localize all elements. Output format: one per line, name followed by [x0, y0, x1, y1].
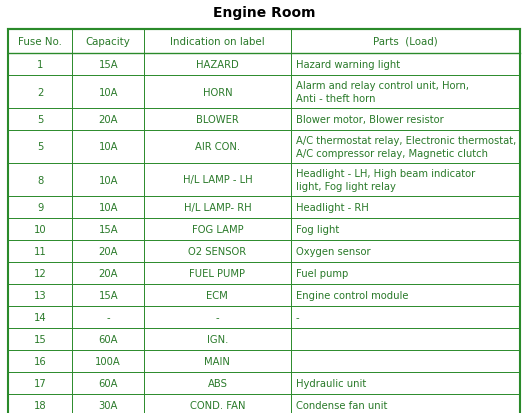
- Text: 30A: 30A: [99, 400, 118, 410]
- Text: Parts  (Load): Parts (Load): [373, 37, 438, 47]
- Text: 10A: 10A: [98, 142, 118, 152]
- Text: FUEL PUMP: FUEL PUMP: [190, 268, 246, 278]
- Text: 1: 1: [37, 60, 43, 70]
- Text: AIR CON.: AIR CON.: [195, 142, 240, 152]
- Text: 18: 18: [34, 400, 46, 410]
- Text: ABS: ABS: [208, 378, 227, 388]
- Text: 10A: 10A: [98, 175, 118, 185]
- Text: 14: 14: [34, 312, 46, 322]
- Text: Engine Room: Engine Room: [213, 6, 315, 20]
- Text: 5: 5: [37, 142, 43, 152]
- Text: Fuse No.: Fuse No.: [18, 37, 62, 47]
- Text: Indication on label: Indication on label: [170, 37, 265, 47]
- Text: Fog light: Fog light: [296, 224, 339, 235]
- Text: -: -: [215, 312, 219, 322]
- Text: 100A: 100A: [96, 356, 121, 366]
- Text: 2: 2: [37, 87, 43, 97]
- Text: 17: 17: [34, 378, 46, 388]
- Text: 15A: 15A: [98, 290, 118, 300]
- Text: Headlight - RH: Headlight - RH: [296, 202, 369, 212]
- Text: 11: 11: [34, 247, 46, 256]
- Text: 10: 10: [34, 224, 46, 235]
- Text: Capacity: Capacity: [86, 37, 130, 47]
- Text: 15A: 15A: [98, 60, 118, 70]
- Text: 10A: 10A: [98, 202, 118, 212]
- Text: 20A: 20A: [98, 268, 118, 278]
- Text: 16: 16: [34, 356, 46, 366]
- Text: 20A: 20A: [98, 115, 118, 125]
- Text: 15: 15: [34, 334, 46, 344]
- Text: -: -: [107, 312, 110, 322]
- Text: 12: 12: [34, 268, 46, 278]
- Text: 13: 13: [34, 290, 46, 300]
- Text: FOG LAMP: FOG LAMP: [192, 224, 243, 235]
- Text: 10A: 10A: [98, 87, 118, 97]
- Text: Oxygen sensor: Oxygen sensor: [296, 247, 371, 256]
- Text: 9: 9: [37, 202, 43, 212]
- Text: A/C thermostat relay, Electronic thermostat,
A/C compressor relay, Magnetic clut: A/C thermostat relay, Electronic thermos…: [296, 136, 516, 159]
- Text: 8: 8: [37, 175, 43, 185]
- Text: Engine control module: Engine control module: [296, 290, 408, 300]
- Text: 20A: 20A: [98, 247, 118, 256]
- Text: Blower motor, Blower resistor: Blower motor, Blower resistor: [296, 115, 444, 125]
- Text: COND. FAN: COND. FAN: [190, 400, 245, 410]
- Text: 60A: 60A: [98, 334, 118, 344]
- Text: HAZARD: HAZARD: [196, 60, 239, 70]
- Text: Hydraulic unit: Hydraulic unit: [296, 378, 366, 388]
- Text: 60A: 60A: [98, 378, 118, 388]
- Text: -: -: [296, 312, 299, 322]
- Text: Hazard warning light: Hazard warning light: [296, 60, 400, 70]
- Text: 5: 5: [37, 115, 43, 125]
- Text: MAIN: MAIN: [204, 356, 230, 366]
- Text: IGN.: IGN.: [206, 334, 228, 344]
- Text: ECM: ECM: [206, 290, 228, 300]
- Text: HORN: HORN: [203, 87, 232, 97]
- Text: Alarm and relay control unit, Horn,
Anti - theft horn: Alarm and relay control unit, Horn, Anti…: [296, 81, 469, 104]
- Text: 15A: 15A: [98, 224, 118, 235]
- Text: O2 SENSOR: O2 SENSOR: [188, 247, 247, 256]
- Text: Condense fan unit: Condense fan unit: [296, 400, 387, 410]
- Text: BLOWER: BLOWER: [196, 115, 239, 125]
- Text: Fuel pump: Fuel pump: [296, 268, 348, 278]
- Text: H/L LAMP - LH: H/L LAMP - LH: [183, 175, 252, 185]
- Text: Headlight - LH, High beam indicator
light, Fog light relay: Headlight - LH, High beam indicator ligh…: [296, 169, 475, 192]
- Text: H/L LAMP- RH: H/L LAMP- RH: [184, 202, 251, 212]
